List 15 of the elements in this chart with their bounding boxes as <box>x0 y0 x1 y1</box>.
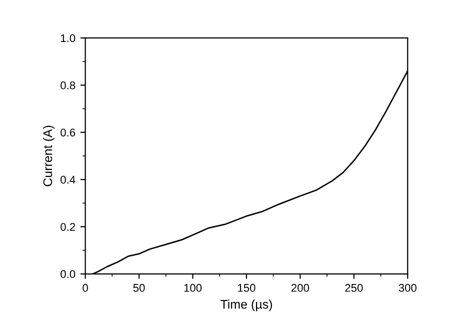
y-tick-label: 0.6 <box>60 128 76 136</box>
x-axis-title: Time (µs) <box>220 300 272 312</box>
x-tick-label: 200 <box>291 284 310 292</box>
x-tick-label: 250 <box>345 284 363 292</box>
x-tick-label: 150 <box>238 284 256 292</box>
x-tick-label: 100 <box>184 284 202 292</box>
x-tick-label: 0 <box>82 284 88 292</box>
y-tick-label: 0.8 <box>60 81 76 90</box>
y-tick-label: 0.4 <box>60 176 76 184</box>
y-tick-label: 0.2 <box>60 222 76 231</box>
x-tick-label: 50 <box>133 284 145 292</box>
y-tick-label: 0.0 <box>60 270 76 278</box>
y-axis-title: Current (A) <box>42 126 55 186</box>
x-tick-label: 300 <box>398 284 416 292</box>
y-tick-label: 1.0 <box>61 34 76 42</box>
